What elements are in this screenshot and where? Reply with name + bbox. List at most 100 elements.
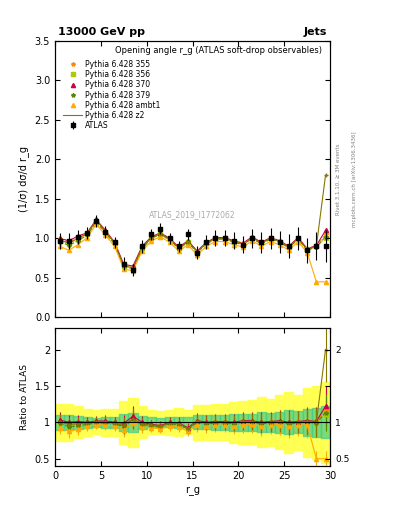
Pythia 6.428 355 <box>323 231 328 238</box>
Pythia 6.428 ambt1 <box>121 266 126 272</box>
Pythia 6.428 z2 <box>121 263 126 269</box>
Pythia 6.428 ambt1 <box>167 239 172 245</box>
Pythia 6.428 355 <box>167 236 172 242</box>
Pythia 6.428 356 <box>286 244 291 250</box>
Pythia 6.428 370 <box>103 227 108 233</box>
Pythia 6.428 ambt1 <box>176 248 181 254</box>
Pythia 6.428 ambt1 <box>75 242 80 248</box>
Pythia 6.428 z2 <box>57 237 62 243</box>
Pythia 6.428 z2 <box>268 236 273 242</box>
Pythia 6.428 356 <box>277 239 282 245</box>
Pythia 6.428 ambt1 <box>296 239 300 245</box>
Pythia 6.428 379 <box>305 247 310 253</box>
Pythia 6.428 379 <box>57 239 62 245</box>
Pythia 6.428 379 <box>195 249 200 255</box>
Pythia 6.428 355 <box>176 245 181 251</box>
Pythia 6.428 356 <box>130 265 135 271</box>
Pythia 6.428 356 <box>140 245 145 251</box>
Pythia 6.428 355 <box>314 243 319 249</box>
Pythia 6.428 355 <box>94 218 99 224</box>
Line: Pythia 6.428 355: Pythia 6.428 355 <box>57 219 328 270</box>
Pythia 6.428 ambt1 <box>231 242 236 248</box>
Pythia 6.428 370 <box>204 239 209 245</box>
Pythia 6.428 z2 <box>195 249 200 255</box>
Pythia 6.428 356 <box>314 243 319 249</box>
Pythia 6.428 356 <box>112 240 117 246</box>
Pythia 6.428 355 <box>305 246 310 252</box>
Pythia 6.428 z2 <box>323 172 328 178</box>
Pythia 6.428 370 <box>121 261 126 267</box>
Pythia 6.428 356 <box>241 241 245 247</box>
Pythia 6.428 370 <box>85 230 90 236</box>
Pythia 6.428 370 <box>250 234 255 240</box>
Pythia 6.428 355 <box>259 240 264 246</box>
Pythia 6.428 370 <box>149 234 154 240</box>
Pythia 6.428 355 <box>231 239 236 245</box>
Pythia 6.428 ambt1 <box>204 243 209 249</box>
Pythia 6.428 356 <box>323 236 328 242</box>
Pythia 6.428 370 <box>268 234 273 241</box>
Pythia 6.428 z2 <box>140 245 145 251</box>
Text: ATLAS_2019_I1772062: ATLAS_2019_I1772062 <box>149 210 236 220</box>
Pythia 6.428 355 <box>149 234 154 241</box>
Pythia 6.428 355 <box>277 239 282 245</box>
Pythia 6.428 ambt1 <box>314 279 319 285</box>
Pythia 6.428 z2 <box>222 236 227 242</box>
Pythia 6.428 379 <box>259 241 264 247</box>
Pythia 6.428 355 <box>222 236 227 242</box>
X-axis label: r_g: r_g <box>185 486 200 496</box>
Pythia 6.428 370 <box>241 240 245 246</box>
Pythia 6.428 ambt1 <box>213 239 218 245</box>
Pythia 6.428 z2 <box>231 239 236 245</box>
Pythia 6.428 379 <box>185 239 190 245</box>
Pythia 6.428 370 <box>323 227 328 233</box>
Pythia 6.428 379 <box>140 246 145 252</box>
Pythia 6.428 356 <box>259 240 264 246</box>
Pythia 6.428 370 <box>259 239 264 245</box>
Pythia 6.428 379 <box>231 239 236 245</box>
Pythia 6.428 370 <box>66 238 71 244</box>
Pythia 6.428 370 <box>167 236 172 242</box>
Pythia 6.428 379 <box>112 241 117 247</box>
Text: Rivet 3.1.10, ≥ 3M events: Rivet 3.1.10, ≥ 3M events <box>336 143 341 215</box>
Pythia 6.428 z2 <box>130 265 135 271</box>
Pythia 6.428 355 <box>213 236 218 242</box>
Pythia 6.428 379 <box>167 237 172 243</box>
Pythia 6.428 356 <box>185 239 190 245</box>
Pythia 6.428 379 <box>85 232 90 238</box>
Pythia 6.428 z2 <box>85 230 90 237</box>
Pythia 6.428 ambt1 <box>66 247 71 253</box>
Pythia 6.428 379 <box>286 245 291 251</box>
Pythia 6.428 370 <box>296 234 300 241</box>
Pythia 6.428 370 <box>75 233 80 239</box>
Text: 13000 GeV pp: 13000 GeV pp <box>58 27 145 37</box>
Pythia 6.428 ambt1 <box>222 239 227 245</box>
Pythia 6.428 355 <box>204 240 209 246</box>
Pythia 6.428 356 <box>94 218 99 224</box>
Pythia 6.428 379 <box>222 236 227 242</box>
Pythia 6.428 379 <box>66 242 71 248</box>
Pythia 6.428 ambt1 <box>286 247 291 253</box>
Pythia 6.428 z2 <box>314 243 319 249</box>
Pythia 6.428 355 <box>241 241 245 247</box>
Pythia 6.428 ambt1 <box>130 268 135 274</box>
Pythia 6.428 z2 <box>286 244 291 250</box>
Pythia 6.428 z2 <box>75 236 80 242</box>
Pythia 6.428 370 <box>112 239 117 245</box>
Pythia 6.428 ambt1 <box>195 252 200 258</box>
Pythia 6.428 379 <box>121 264 126 270</box>
Pythia 6.428 356 <box>222 236 227 242</box>
Text: Jets: Jets <box>304 27 327 37</box>
Pythia 6.428 356 <box>167 236 172 242</box>
Pythia 6.428 379 <box>277 239 282 245</box>
Line: Pythia 6.428 379: Pythia 6.428 379 <box>57 220 328 270</box>
Pythia 6.428 ambt1 <box>103 232 108 238</box>
Pythia 6.428 z2 <box>66 240 71 246</box>
Pythia 6.428 370 <box>286 243 291 249</box>
Pythia 6.428 370 <box>305 246 310 252</box>
Pythia 6.428 355 <box>195 249 200 255</box>
Pythia 6.428 z2 <box>241 241 245 247</box>
Pythia 6.428 355 <box>66 239 71 245</box>
Pythia 6.428 355 <box>268 236 273 242</box>
Pythia 6.428 370 <box>277 238 282 244</box>
